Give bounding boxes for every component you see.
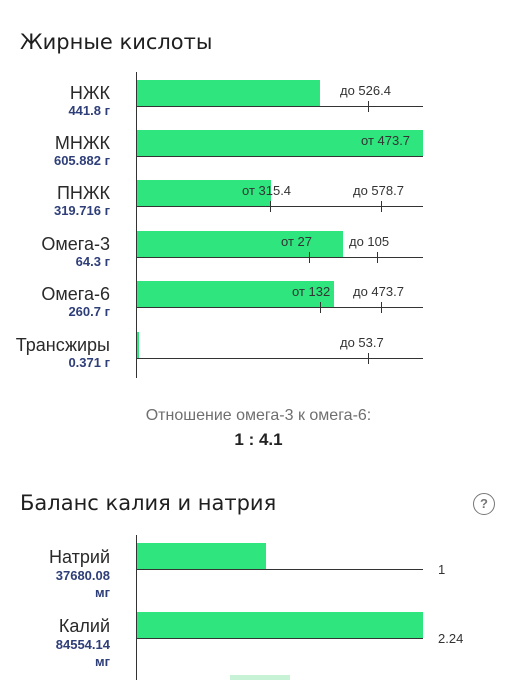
mineral-value: 37680.08 bbox=[55, 568, 110, 583]
fatty-acid-value: 64.3 г bbox=[75, 254, 110, 269]
mineral-value: 84554.14 bbox=[55, 637, 110, 652]
fatty-acid-value: 441.8 г bbox=[68, 103, 110, 118]
fatty-acid-name: ПНЖК bbox=[56, 183, 110, 203]
fatty-acid-range-line bbox=[137, 156, 423, 157]
range-label: до 105 bbox=[349, 234, 390, 249]
range-label: от 27 bbox=[281, 234, 312, 249]
fatty-acid-value: 605.882 г bbox=[53, 153, 110, 168]
potassium-sodium-axis bbox=[136, 535, 137, 680]
mineral-ratio: 2.24 bbox=[438, 631, 464, 646]
range-label: от 473.7 bbox=[361, 133, 411, 148]
fatty-acid-bar bbox=[137, 281, 334, 307]
mineral-line bbox=[137, 638, 423, 639]
fatty-acid-name: НЖК bbox=[69, 83, 110, 103]
fatty-acid-range-line bbox=[137, 206, 423, 207]
mineral-unit: мг bbox=[94, 654, 110, 669]
fatty-acid-bar bbox=[137, 80, 320, 106]
range-label: до 473.7 bbox=[353, 284, 404, 299]
omega-ratio-label: Отношение омега-3 к омега-6: bbox=[145, 407, 372, 424]
range-tick bbox=[320, 302, 321, 313]
mineral-unit: мг bbox=[94, 585, 110, 600]
range-tick bbox=[368, 101, 369, 112]
omega-ratio-value: 1 : 4.1 bbox=[234, 430, 283, 449]
fatty-acid-range-line bbox=[137, 307, 423, 308]
mineral-name: Калий bbox=[58, 616, 110, 636]
range-label: от 132 bbox=[292, 284, 331, 299]
mineral-bar bbox=[137, 543, 266, 569]
fatty-acid-bar bbox=[137, 332, 139, 358]
range-label: до 526.4 bbox=[340, 83, 391, 98]
bottom-tab-indicator bbox=[230, 675, 290, 680]
range-tick bbox=[381, 201, 382, 212]
fatty-acid-range-line bbox=[137, 257, 423, 258]
fatty-acid-name: МНЖК bbox=[54, 133, 110, 153]
range-label: от 315.4 bbox=[242, 183, 292, 198]
fatty-acid-range-line bbox=[137, 106, 423, 107]
fatty-acids-axis bbox=[136, 72, 137, 378]
range-tick bbox=[368, 353, 369, 364]
fatty-acid-name: Трансжиры bbox=[15, 335, 110, 355]
fatty-acid-bar bbox=[137, 180, 271, 206]
range-label: до 53.7 bbox=[340, 335, 384, 350]
fatty-acid-bar bbox=[137, 130, 423, 156]
mineral-line bbox=[137, 569, 423, 570]
range-tick bbox=[381, 302, 382, 313]
fatty-acid-name: Омега-6 bbox=[41, 284, 110, 304]
range-tick bbox=[270, 201, 271, 212]
mineral-name: Натрий bbox=[49, 547, 110, 567]
fatty-acid-name: Омега-3 bbox=[41, 234, 110, 254]
fatty-acid-bar bbox=[137, 231, 343, 257]
fatty-acids-title: Жирные кислоты bbox=[20, 30, 213, 54]
mineral-ratio: 1 bbox=[438, 562, 446, 577]
question-circle-icon[interactable]: ? bbox=[473, 493, 495, 515]
mineral-bar bbox=[137, 612, 423, 638]
range-tick bbox=[377, 252, 378, 263]
fatty-acid-value: 319.716 г bbox=[53, 203, 110, 218]
potassium-sodium-title: Баланс калия и натрия bbox=[20, 491, 277, 515]
fatty-acid-value: 0.371 г bbox=[68, 355, 110, 370]
fatty-acid-range-line bbox=[137, 358, 423, 359]
range-label: до 578.7 bbox=[353, 183, 404, 198]
fatty-acid-value: 260.7 г bbox=[68, 304, 110, 319]
range-tick bbox=[309, 252, 310, 263]
